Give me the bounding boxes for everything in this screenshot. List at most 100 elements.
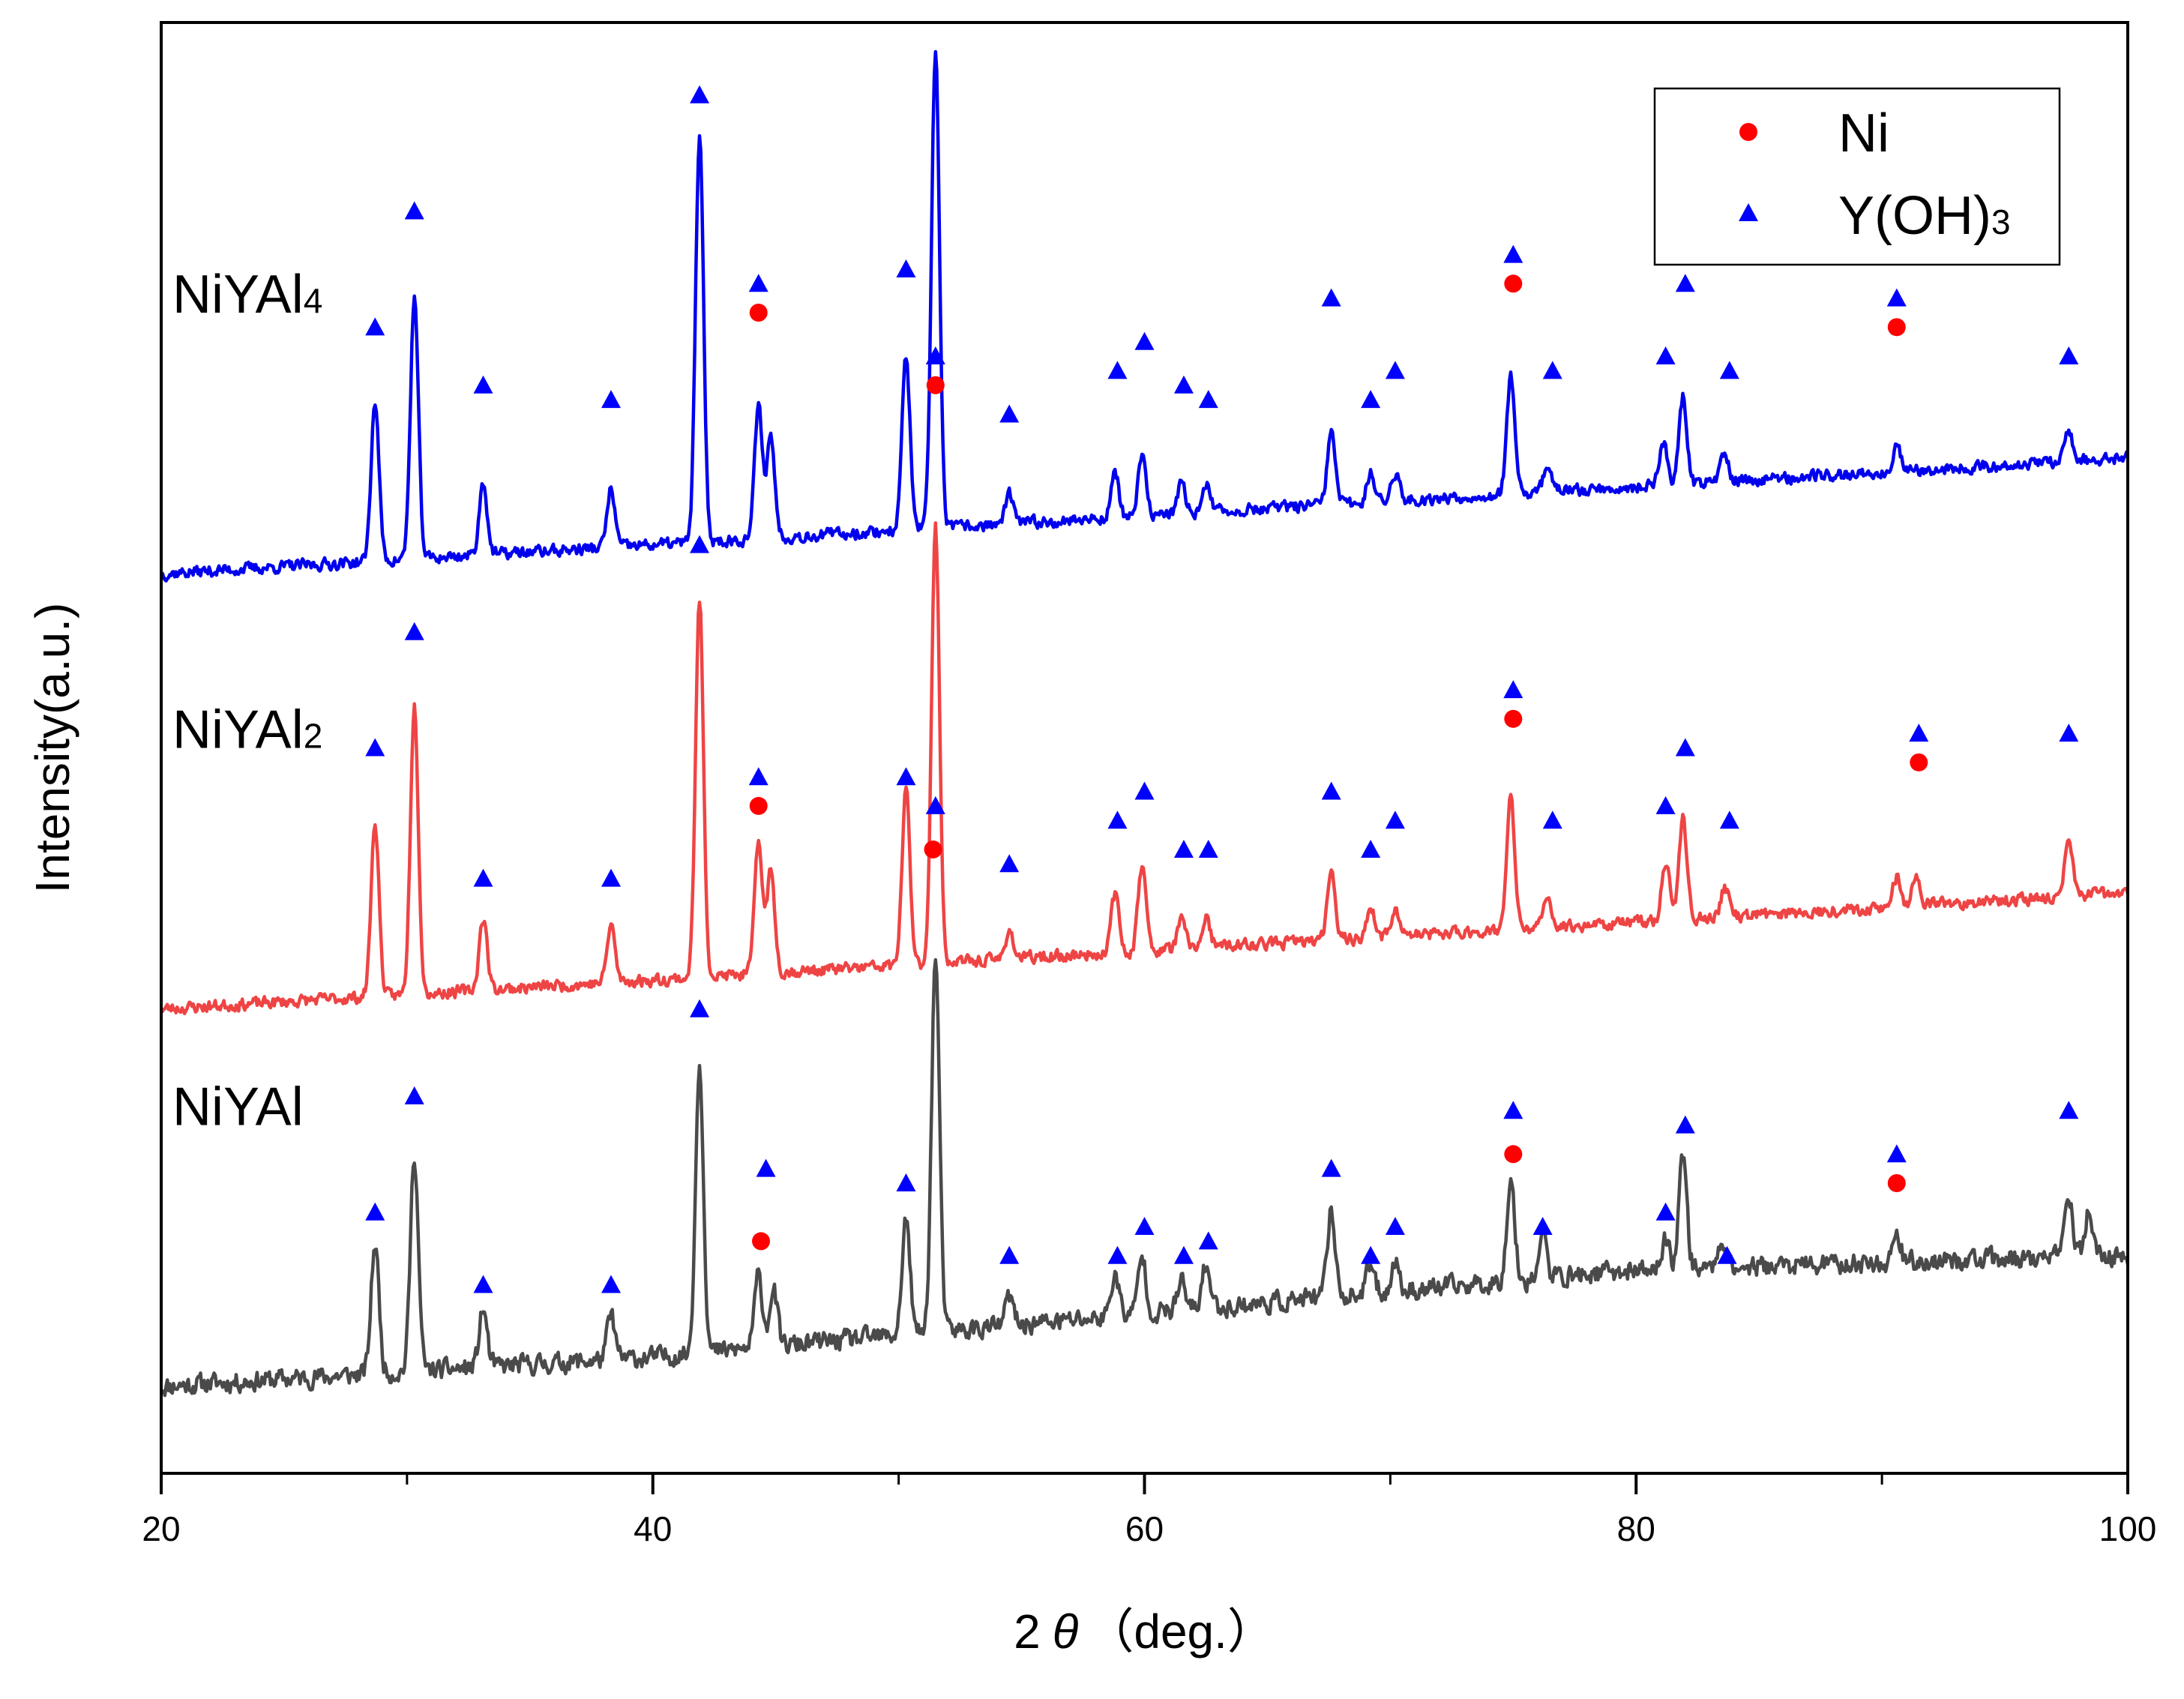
yoh-marker-NiYAl4-10 [1134, 331, 1155, 350]
yoh-marker-NiYAl2-7 [925, 346, 945, 365]
yoh-marker-NiYAl2-3 [601, 868, 622, 887]
ni-marker-NiYAl4-0 [749, 304, 768, 322]
yoh-marker-NiYAl-21 [1886, 1144, 1907, 1163]
yoh-marker-NiYAl4-18 [1655, 346, 1676, 365]
yoh-marker-NiYAl2-10 [1134, 781, 1155, 800]
yoh-marker-NiYAl2-14 [1361, 839, 1381, 858]
yoh-marker-NiYAl4-3 [601, 390, 622, 409]
series-line-NiYAl [160, 957, 2130, 1398]
yoh-marker-NiYAl2-6 [896, 767, 916, 786]
yoh-marker-NiYAl-7 [925, 796, 945, 814]
yoh-marker-NiYAl2-12 [1198, 839, 1218, 858]
yoh-marker-NiYAl-0 [365, 1202, 385, 1221]
x-tick-label-20: 20 [142, 1509, 180, 1548]
legend-label-sub: 3 [1991, 202, 2011, 241]
x-axis-title-prefix: 2 [1014, 1605, 1041, 1659]
yoh-marker-NiYAl-8 [999, 1245, 1020, 1264]
series-label-main: NiYAl [172, 700, 304, 760]
ni-marker-NiYAl4-2 [1504, 274, 1523, 293]
yoh-marker-NiYAl4-14 [1361, 390, 1381, 409]
legend-label-text: Y(OH) [1838, 186, 1991, 246]
yoh-marker-NiYAl4-0 [365, 317, 385, 336]
legend-label-1: Y(OH)3 [1838, 186, 2011, 246]
series-label-NiYAl2: NiYAl2 [172, 700, 322, 760]
yoh-marker-NiYAl4-22 [2059, 346, 2079, 365]
yoh-marker-NiYAl4-11 [1173, 375, 1194, 394]
ni-marker-NiYAl-1 [924, 840, 942, 858]
x-tick-label-40: 40 [634, 1509, 672, 1548]
yoh-marker-NiYAl-4 [690, 999, 710, 1017]
yoh-marker-NiYAl4-9 [1107, 361, 1128, 379]
series-line-NiYAl2 [160, 521, 2130, 1016]
yoh-marker-NiYAl-2 [473, 1275, 493, 1293]
yoh-marker-NiYAl-20 [1717, 1245, 1737, 1264]
yoh-marker-NiYAl4-12 [1198, 390, 1218, 409]
legend: Ni Y(OH)3 [1653, 87, 2061, 266]
yoh-marker-NiYAl2-1 [404, 622, 424, 640]
yoh-marker-NiYAl2-17 [1542, 811, 1562, 829]
ni-marker-NiYAl2-0 [749, 796, 768, 815]
yoh-marker-NiYAl2-5 [748, 767, 768, 786]
yoh-marker-NiYAl2-20 [1719, 811, 1739, 829]
yoh-marker-NiYAl4-2 [473, 375, 493, 394]
markers-layer [365, 85, 2079, 1293]
yoh-marker-NiYAl-6 [896, 1173, 916, 1191]
yoh-marker-NiYAl4-15 [1385, 361, 1405, 379]
yoh-marker-NiYAl-22 [2059, 1101, 2079, 1119]
legend-label-text: Ni [1838, 103, 1889, 163]
yoh-marker-NiYAl4-20 [1719, 361, 1739, 379]
ni-marker-NiYAl-3 [1887, 1174, 1906, 1192]
yoh-marker-NiYAl-14 [1361, 1245, 1381, 1264]
x-tick-label-80: 80 [1617, 1509, 1655, 1548]
yoh-marker-NiYAl-18 [1655, 1202, 1676, 1221]
yoh-marker-NiYAl4-19 [1675, 274, 1695, 292]
yoh-marker-NiYAl2-2 [473, 868, 493, 887]
yoh-marker-NiYAl2-8 [999, 854, 1020, 873]
yoh-marker-NiYAl-16 [1503, 1101, 1523, 1119]
yoh-marker-NiYAl4-8 [999, 404, 1020, 423]
yoh-marker-NiYAl-10 [1134, 1217, 1155, 1236]
yoh-marker-NiYAl2-13 [1321, 781, 1341, 800]
yoh-marker-NiYAl-13 [1321, 1158, 1341, 1177]
yoh-marker-NiYAl4-5 [748, 274, 768, 292]
yoh-marker-NiYAl-11 [1173, 1245, 1194, 1264]
ni-marker-NiYAl2-1 [926, 376, 945, 394]
ni-marker-NiYAl-2 [1504, 1145, 1523, 1164]
series-line-NiYAl4 [159, 49, 2130, 583]
series-label-main: NiYAl [172, 265, 304, 325]
legend-marker-ni [1739, 123, 1757, 141]
series-label-sub: 2 [304, 717, 323, 756]
ni-marker-NiYAl-0 [752, 1232, 771, 1251]
yoh-marker-NiYAl-3 [601, 1275, 622, 1293]
yoh-marker-NiYAl-19 [1675, 1115, 1695, 1134]
ni-marker-NiYAl4-3 [1887, 318, 1906, 337]
yoh-marker-NiYAl4-21 [1886, 288, 1907, 307]
yoh-marker-NiYAl2-0 [365, 738, 385, 757]
yoh-marker-NiYAl2-19 [1675, 738, 1695, 757]
series-label-NiYAl4: NiYAl4 [172, 265, 322, 325]
x-axis-title-symbol: θ [1053, 1605, 1079, 1659]
series-label-main: NiYAl [172, 1077, 304, 1137]
yoh-marker-NiYAl2-4 [690, 535, 710, 553]
yoh-marker-NiYAl-17 [1532, 1217, 1553, 1236]
legend-box [1653, 87, 2061, 266]
yoh-marker-NiYAl4-6 [896, 259, 916, 277]
yoh-marker-NiYAl4-17 [1542, 361, 1562, 379]
plot-layer [159, 49, 2130, 1398]
yoh-marker-NiYAl4-4 [690, 85, 710, 103]
legend-label-0: Ni [1838, 103, 1889, 163]
yoh-marker-NiYAl4-16 [1503, 244, 1523, 263]
series-label-sub: 4 [304, 281, 323, 320]
yoh-marker-NiYAl2-11 [1173, 839, 1194, 858]
yoh-marker-NiYAl2-9 [1107, 811, 1128, 829]
ni-marker-NiYAl2-2 [1504, 709, 1523, 728]
x-tick-label-100: 100 [2099, 1509, 2157, 1548]
yoh-marker-NiYAl4-13 [1321, 288, 1341, 307]
yoh-marker-NiYAl2-15 [1385, 811, 1405, 829]
yoh-marker-NiYAl4-1 [404, 201, 424, 220]
x-axis-title: 2 θ （deg.） [1014, 1605, 1275, 1659]
x-axis-title-unit: （deg.） [1086, 1605, 1275, 1659]
